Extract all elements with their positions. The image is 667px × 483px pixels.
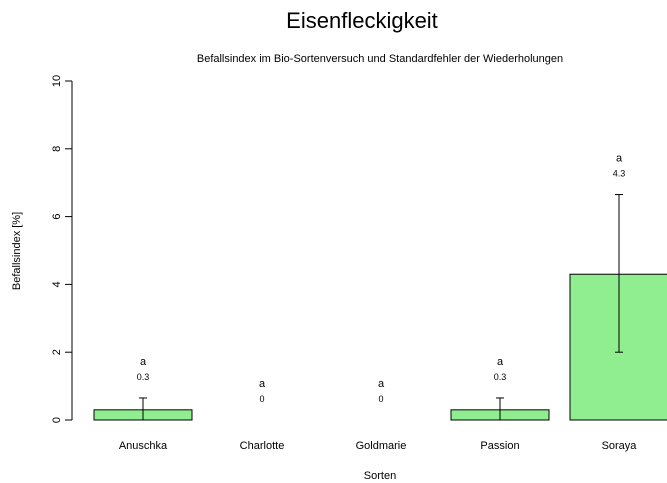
y-tick-label: 4 <box>51 281 63 287</box>
y-tick-label: 8 <box>51 146 63 152</box>
y-tick-label: 10 <box>51 75 63 87</box>
value-label: 4.3 <box>613 169 626 179</box>
category-label: Anuschka <box>119 440 168 452</box>
value-label: 0.3 <box>137 372 150 382</box>
y-tick-label: 2 <box>51 349 63 355</box>
significance-letter: a <box>378 378 385 390</box>
chart-title: Eisenfleckigkeit <box>286 8 438 33</box>
significance-letter: a <box>616 153 623 165</box>
category-label: Charlotte <box>240 440 285 452</box>
bars: a 0.3 Anuschka a 0 Charlotte a 0 Goldmarie a 0.3 Pa… <box>93 153 667 452</box>
value-label: 0 <box>259 394 264 404</box>
y-tick-label: 6 <box>51 214 63 220</box>
value-label: 0 <box>378 394 383 404</box>
category-label: Goldmarie <box>356 440 407 452</box>
value-label: 0.3 <box>494 372 507 382</box>
significance-letter: a <box>259 378 266 390</box>
chart-subtitle: Befallsindex im Bio-Sortenversuch und St… <box>197 53 563 65</box>
category-label: Passion <box>480 440 519 452</box>
y-axis: 0 2 4 6 8 10 <box>51 75 73 423</box>
category-label: Soraya <box>602 440 638 452</box>
significance-letter: a <box>497 356 504 368</box>
significance-letter: a <box>140 356 147 368</box>
x-axis-label: Sorten <box>364 470 396 482</box>
y-axis-label: Befallsindex [%] <box>11 212 23 290</box>
y-tick-label: 0 <box>51 417 63 423</box>
